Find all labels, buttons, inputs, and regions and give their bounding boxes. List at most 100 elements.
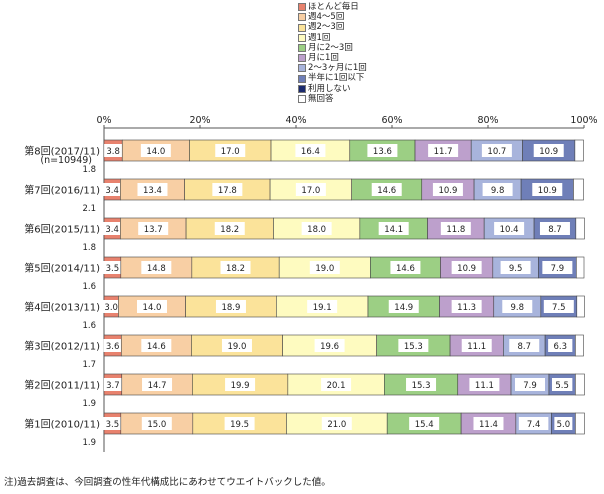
data-label-box xyxy=(212,183,243,196)
bar-segment xyxy=(573,178,584,201)
data-label: 11.3 xyxy=(457,303,476,313)
data-label: 14.0 xyxy=(146,147,165,157)
x-tick-label: 0% xyxy=(96,115,111,126)
legend-item: 半年に1回以下 xyxy=(298,73,367,83)
legend-swatch xyxy=(298,94,306,103)
data-label-box xyxy=(461,339,492,352)
legend-label: 週1回 xyxy=(308,32,331,43)
data-label-box xyxy=(309,261,340,274)
legend-item: 2～3ヶ月に1回 xyxy=(298,63,367,73)
data-label-box xyxy=(494,222,525,235)
chart-footnote: 注)過去調査は、今回調査の性年代構成比にあわせてウエイトバックした値。 xyxy=(4,477,331,488)
data-label: 17.8 xyxy=(218,186,237,196)
legend-swatch xyxy=(298,64,306,73)
data-label-box xyxy=(103,417,122,430)
data-label-box xyxy=(551,378,573,391)
data-label: 10.9 xyxy=(539,147,558,157)
data-label: 19.1 xyxy=(313,303,332,313)
no-answer-value-label: 2.1 xyxy=(82,204,96,214)
data-label-box xyxy=(440,222,471,235)
data-label-box xyxy=(554,417,573,430)
legend-item: 無回答 xyxy=(298,94,367,104)
data-label: 18.2 xyxy=(220,225,239,235)
data-label-box xyxy=(502,300,533,313)
data-label-box xyxy=(481,144,512,157)
data-label: 19.9 xyxy=(231,381,250,391)
data-label: 7.9 xyxy=(551,264,565,274)
data-label-box xyxy=(215,144,246,157)
data-label-box xyxy=(103,183,122,196)
data-label-box xyxy=(321,417,352,430)
data-label: 3.0 xyxy=(104,303,118,313)
no-answer-value-label: 1.7 xyxy=(82,360,96,370)
data-label-box xyxy=(138,222,169,235)
data-label-box xyxy=(104,144,123,157)
legend-swatch xyxy=(298,23,306,32)
data-label: 9.5 xyxy=(509,264,523,274)
data-label: 15.3 xyxy=(404,342,423,352)
data-label-box xyxy=(314,339,345,352)
data-label: 9.8 xyxy=(511,303,525,313)
data-label-box xyxy=(509,339,540,352)
x-tick-label: 20% xyxy=(189,115,210,126)
data-label: 14.1 xyxy=(384,225,403,235)
data-label: 19.6 xyxy=(320,342,339,352)
data-label-box xyxy=(518,417,549,430)
data-label-box xyxy=(140,144,171,157)
data-label: 10.9 xyxy=(438,186,457,196)
data-label-box xyxy=(103,339,122,352)
data-label: 7.5 xyxy=(552,303,566,313)
data-label-box xyxy=(451,300,482,313)
legend-swatch xyxy=(298,43,306,52)
data-label: 15.3 xyxy=(412,381,431,391)
data-label-box xyxy=(295,144,326,157)
data-label: 19.0 xyxy=(315,264,334,274)
data-label: 19.5 xyxy=(230,420,249,430)
category-label: 第6回(2015/11) xyxy=(24,223,100,236)
data-label: 15.4 xyxy=(415,420,434,430)
no-answer-value-label: 1.6 xyxy=(82,282,96,292)
data-label: 9.8 xyxy=(491,186,505,196)
data-label: 15.0 xyxy=(147,420,166,430)
data-label-box xyxy=(225,378,256,391)
data-label: 11.8 xyxy=(446,225,465,235)
data-label: 3.4 xyxy=(105,186,119,196)
legend-swatch xyxy=(298,74,306,83)
legend-item: 週1回 xyxy=(298,33,367,43)
legend-swatch xyxy=(298,54,306,63)
data-label: 19.0 xyxy=(227,342,246,352)
data-label: 14.9 xyxy=(394,303,413,313)
data-label-box xyxy=(388,300,419,313)
bar-segment xyxy=(574,139,584,162)
data-label-box xyxy=(378,222,409,235)
legend-swatch xyxy=(298,13,306,22)
category-label: 第3回(2012/11) xyxy=(24,340,100,353)
data-label-box xyxy=(398,339,429,352)
data-label-box xyxy=(533,144,564,157)
data-label: 3.7 xyxy=(106,381,120,391)
legend-label: ほとんど毎日 xyxy=(308,2,359,12)
legend-label: 週2～3回 xyxy=(308,22,345,33)
legend-swatch xyxy=(298,33,306,42)
data-label-box xyxy=(321,378,352,391)
data-label: 3.8 xyxy=(106,147,120,157)
data-label: 18.9 xyxy=(221,303,240,313)
chart-legend: ほとんど毎日 週4～5回 週2～3回 週1回 月に2～3回 月に1回 2～3ヶ月に1回 半年に… xyxy=(298,2,367,104)
data-label: 18.0 xyxy=(307,225,326,235)
data-label-box xyxy=(220,261,251,274)
data-label-box xyxy=(141,339,172,352)
legend-label: 月に2～3回 xyxy=(308,42,353,53)
data-label: 14.7 xyxy=(148,381,167,391)
data-label: 17.0 xyxy=(221,147,240,157)
data-label: 14.6 xyxy=(147,342,166,352)
data-label-box xyxy=(141,417,172,430)
data-label: 11.7 xyxy=(434,147,453,157)
legend-item: 週4～5回 xyxy=(298,12,367,22)
data-label: 7.4 xyxy=(527,420,541,430)
data-label-box xyxy=(103,222,122,235)
data-label: 5.0 xyxy=(557,420,571,430)
data-label-box xyxy=(500,261,531,274)
data-label: 3.5 xyxy=(106,264,120,274)
bar-segment xyxy=(576,295,585,318)
